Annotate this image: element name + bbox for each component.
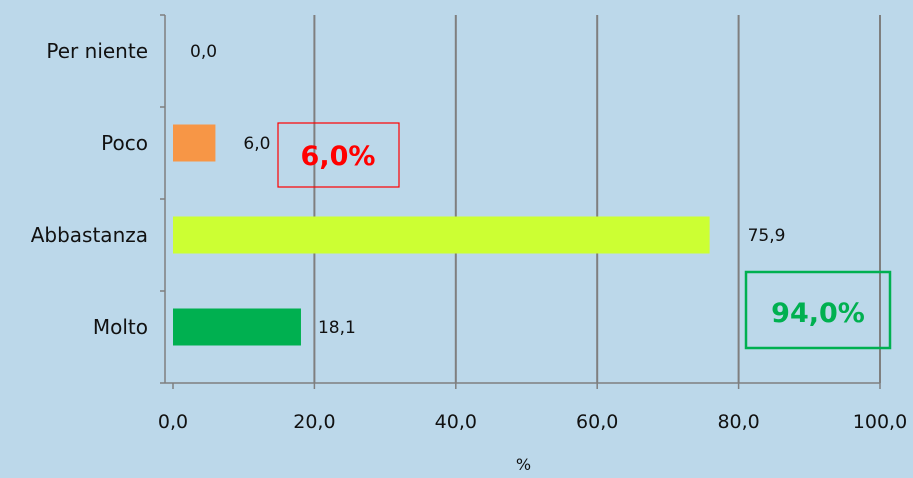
value-label: 18,1 <box>318 318 356 338</box>
category-label: Per niente <box>46 39 148 63</box>
value-label: 0,0 <box>190 42 217 62</box>
category-label: Molto <box>93 315 148 339</box>
x-tick-label: 60,0 <box>576 411 618 433</box>
x-tick-label: 80,0 <box>717 411 759 433</box>
bar-molto <box>173 308 301 346</box>
callout-box-high <box>744 270 892 350</box>
callout-text-low: 6,0% <box>301 141 376 172</box>
category-label: Poco <box>101 131 148 155</box>
x-tick-label: 20,0 <box>293 411 335 433</box>
bar-poco <box>173 124 216 162</box>
value-label: 6,0 <box>243 134 270 154</box>
x-tick-label: 40,0 <box>435 411 477 433</box>
x-tick-label: 0,0 <box>158 411 188 433</box>
callout-text-high: 94,0% <box>771 298 865 329</box>
x-axis-title: % <box>516 455 531 474</box>
bar-abbastanza <box>173 216 710 254</box>
category-label: Abbastanza <box>31 223 148 247</box>
value-label: 75,9 <box>748 226 786 246</box>
x-tick-label: 100,0 <box>853 411 907 433</box>
callout-box-low <box>277 122 400 188</box>
